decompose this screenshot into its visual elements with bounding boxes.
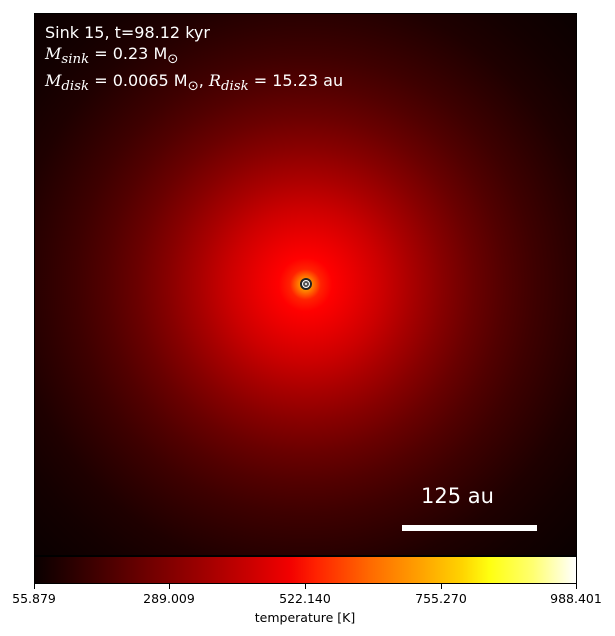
colorbar-tick (305, 584, 306, 589)
sink-marker-icon (300, 278, 312, 290)
colorbar-tick (576, 584, 577, 589)
disk-line: Mdisk = 0.0065 M⊙, Rdisk = 15.23 au (45, 70, 343, 97)
colorbar-label: temperature [K] (254, 610, 356, 625)
disk-mass-symbol: M (45, 71, 62, 91)
colorbar (34, 556, 577, 584)
disk-mass-value: = 0.0065 M (89, 71, 188, 91)
disk-mass-unit-sub: ⊙ (187, 79, 199, 95)
colorbar-tick (441, 584, 442, 589)
disk-radius-separator: , (198, 71, 209, 91)
disk-radius-value: = 15.23 au (248, 71, 344, 91)
scalebar (402, 525, 537, 531)
sink-mass-subscript: sink (61, 52, 90, 68)
sink-mass-line: Msink = 0.23 M⊙ (45, 43, 343, 70)
sink-title: Sink 15, t=98.12 kyr (45, 23, 210, 42)
colorbar-tick (169, 584, 170, 589)
colorbar-tick (34, 584, 35, 589)
sink-mass-unit-sub: ⊙ (167, 52, 179, 68)
disk-mass-subscript: disk (61, 79, 90, 95)
sink-mass-symbol: M (45, 44, 62, 63)
colorbar-tick-label: 289.009 (143, 591, 195, 606)
disk-radius-subscript: disk (220, 79, 249, 95)
colorbar-tick-label: 522.140 (279, 591, 331, 606)
temperature-map: Sink 15, t=98.12 kyr Msink = 0.23 M⊙ Mdi… (34, 13, 577, 556)
colorbar-tick-label: 755.270 (415, 591, 467, 606)
scalebar-label: 125 au (421, 484, 494, 508)
disk-radius-symbol: R (208, 71, 221, 91)
sink-info-overlay: Sink 15, t=98.12 kyr Msink = 0.23 M⊙ Mdi… (45, 22, 343, 97)
colorbar-tick-label: 55.879 (12, 591, 56, 606)
sink-mass-value: = 0.23 M (89, 44, 168, 63)
colorbar-tick-label: 988.401 (550, 591, 602, 606)
